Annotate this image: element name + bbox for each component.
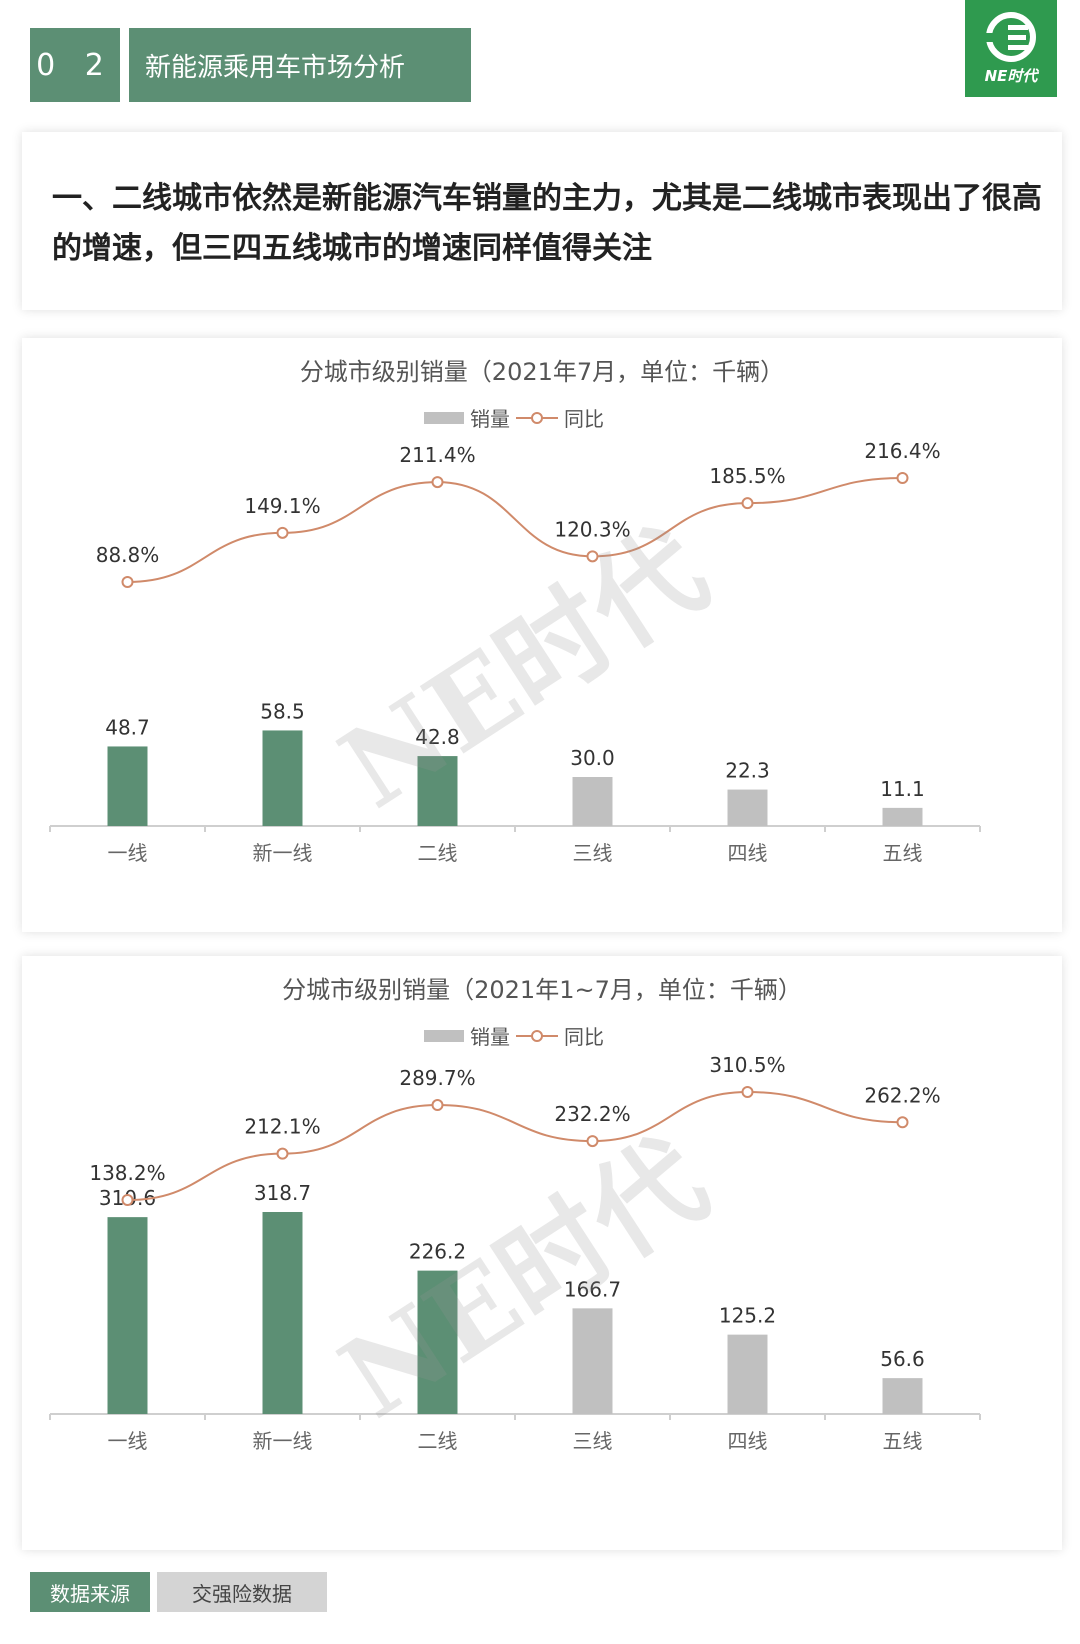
bar-data-label: 318.7 — [254, 1181, 311, 1205]
chart-title: 分城市级别销量（2021年1~7月，单位：千辆） — [282, 976, 802, 1004]
bar — [417, 756, 458, 826]
yoy-data-label: 149.1% — [244, 494, 320, 518]
yoy-point — [741, 1086, 754, 1098]
legend-line-label: 同比 — [564, 407, 604, 431]
legend-bar-label: 销量 — [470, 407, 510, 431]
bar — [107, 1217, 148, 1414]
section-number: 0 2 — [30, 28, 120, 102]
bar — [882, 1378, 923, 1414]
yoy-data-label: 232.2% — [554, 1102, 630, 1126]
legend-line-marker — [531, 1030, 543, 1042]
bar-data-label: 125.2 — [719, 1304, 776, 1328]
x-tick-label: 五线 — [883, 1429, 923, 1453]
yoy-line — [127, 477, 903, 583]
logo-mark-icon — [983, 12, 1036, 62]
legend-line-marker — [531, 412, 543, 424]
bar — [572, 777, 613, 826]
bar — [727, 789, 768, 826]
yoy-point — [586, 550, 599, 563]
x-tick-label: 新一线 — [253, 841, 313, 865]
x-tick-label: 四线 — [728, 1429, 768, 1453]
bar — [417, 1270, 458, 1414]
bar-data-label: 226.2 — [409, 1240, 466, 1264]
chart-card-july: 分城市级别销量（2021年7月，单位：千辆） 销量 同比 48.7 一线 58.5 新一线 4… — [22, 338, 1062, 932]
bar — [262, 730, 303, 826]
yoy-point — [896, 1116, 909, 1129]
bar-data-label: 166.7 — [564, 1277, 621, 1301]
x-tick-label: 二线 — [418, 1429, 458, 1453]
yoy-data-label: 211.4% — [399, 443, 475, 467]
legend-line-label: 同比 — [564, 1025, 604, 1049]
source-value: 交强险数据 — [157, 1572, 327, 1612]
yoy-data-label: 185.5% — [709, 464, 785, 488]
bar-data-label: 42.8 — [415, 725, 460, 749]
section-title: 新能源乘用车市场分析 — [129, 28, 471, 102]
yoy-data-label: 262.2% — [864, 1083, 940, 1107]
x-tick-label: 二线 — [418, 841, 458, 865]
chart-legend: 销量 同比 — [424, 407, 604, 431]
x-tick-label: 三线 — [573, 841, 613, 865]
yoy-point — [121, 1194, 134, 1206]
x-tick-label: 四线 — [728, 841, 768, 865]
legend-bar-swatch — [424, 1030, 464, 1042]
bar — [727, 1334, 768, 1414]
yoy-data-label: 138.2% — [89, 1161, 165, 1185]
bar-data-label: 58.5 — [260, 699, 305, 723]
bar-data-label: 30.0 — [570, 746, 615, 770]
source-label: 数据来源 — [30, 1572, 150, 1612]
yoy-point — [741, 497, 754, 510]
legend-bar-label: 销量 — [470, 1025, 510, 1049]
x-tick-label: 新一线 — [253, 1429, 313, 1453]
headline-card: 一、二线城市依然是新能源汽车销量的主力，尤其是二线城市表现出了很高的增速，但三四… — [22, 132, 1062, 310]
bar-data-label: 22.3 — [725, 759, 770, 783]
yoy-data-label: 120.3% — [554, 517, 630, 541]
legend-bar-swatch — [424, 412, 464, 424]
bar — [107, 746, 148, 826]
bar-data-label: 48.7 — [105, 715, 150, 739]
x-tick-label: 三线 — [573, 1429, 613, 1453]
chart-card-jan-jul: 分城市级别销量（2021年1~7月，单位：千辆）销量同比310.6一线318.7… — [22, 956, 1062, 1550]
yoy-data-label: 88.8% — [96, 543, 160, 567]
yoy-point — [121, 576, 134, 588]
yoy-data-label: 289.7% — [399, 1066, 475, 1090]
yoy-line — [127, 1090, 903, 1201]
bar — [262, 1212, 303, 1414]
yoy-point — [586, 1135, 599, 1148]
chart-jan-jul: 分城市级别销量（2021年1~7月，单位：千辆）销量同比310.6一线318.7… — [49, 976, 981, 1453]
yoy-data-label: 216.4% — [864, 439, 940, 463]
x-tick-label: 五线 — [883, 841, 923, 865]
yoy-point — [896, 472, 909, 484]
chart-july: 分城市级别销量（2021年7月，单位：千辆） 销量 同比 48.7 一线 58.5 新一线 4… — [49, 358, 981, 865]
x-tick-label: 一线 — [108, 841, 148, 865]
brand-logo: NE时代 — [965, 0, 1057, 97]
yoy-data-label: 310.5% — [709, 1053, 785, 1077]
yoy-point — [431, 1099, 444, 1112]
bar-data-label: 56.6 — [880, 1347, 925, 1371]
chart-legend: 销量 同比 — [424, 1025, 604, 1049]
yoy-data-label: 212.1% — [244, 1115, 320, 1139]
yoy-point — [431, 476, 444, 489]
yoy-point — [276, 1147, 289, 1160]
logo-text: NE时代 — [984, 67, 1038, 85]
bar-data-label: 11.1 — [880, 777, 925, 801]
x-tick-label: 一线 — [108, 1429, 148, 1453]
chart-title: 分城市级别销量（2021年7月，单位：千辆） — [300, 358, 784, 386]
headline: 一、二线城市依然是新能源汽车销量的主力，尤其是二线城市表现出了很高的增速，但三四… — [52, 181, 1042, 266]
bar — [572, 1308, 613, 1414]
bar — [882, 807, 923, 826]
yoy-point — [276, 526, 289, 539]
